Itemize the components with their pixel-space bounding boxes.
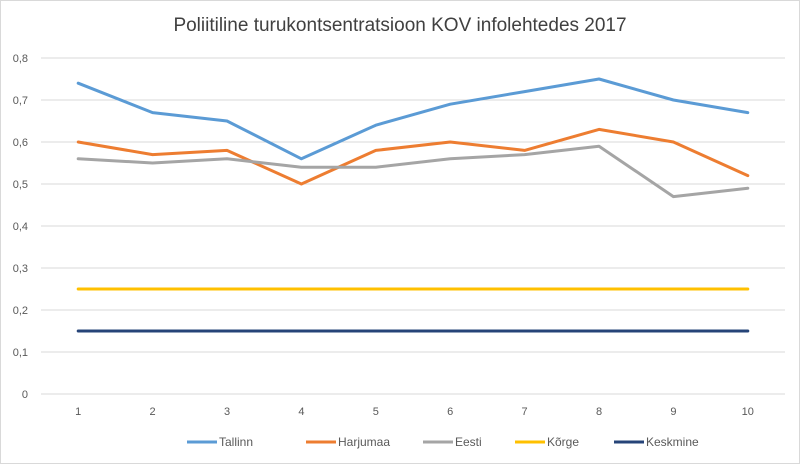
x-tick-label: 6 [447,406,453,418]
legend-label: Tallinn [219,435,253,449]
x-tick-label: 8 [596,406,602,418]
y-tick-label: 0,1 [13,347,28,359]
series-line-harjumaa [76,127,750,186]
y-tick-label: 0,2 [13,305,28,317]
x-tick-label: 4 [298,406,304,418]
y-tick-label: 0 [22,389,28,401]
x-tick-label: 5 [373,406,379,418]
x-tick-label: 3 [224,406,230,418]
y-tick-label: 0,3 [13,263,28,275]
y-tick-label: 0,4 [13,221,28,233]
legend-label: Kõrge [547,435,579,449]
x-tick-label: 10 [742,406,754,418]
x-tick-label: 7 [522,406,528,418]
legend-label: Keskmine [646,435,699,449]
series-line-tallinn [76,77,750,161]
series-line-eesti [76,144,750,199]
x-tick-label: 1 [75,406,81,418]
y-tick-label: 0,8 [13,53,28,65]
y-tick-label: 0,7 [13,95,28,107]
x-tick-label: 9 [670,406,676,418]
legend-label: Harjumaa [338,435,390,449]
y-tick-label: 0,5 [13,179,28,191]
y-tick-label: 0,6 [13,137,28,149]
chart-title: Poliitiline turukontsentratsioon KOV inf… [173,15,627,36]
legend-label: Eesti [455,435,482,449]
x-tick-label: 2 [150,406,156,418]
